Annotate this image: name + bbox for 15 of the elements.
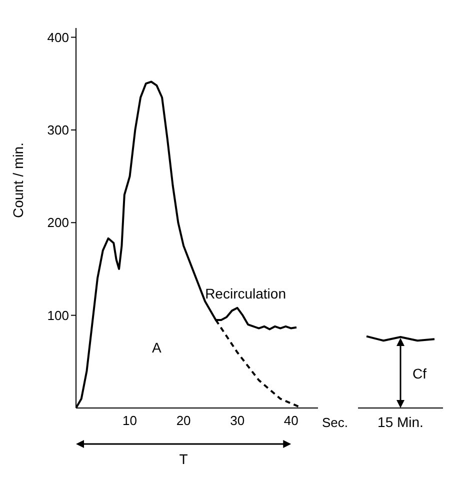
- y-tick-label: 200: [47, 215, 69, 230]
- annotation: Recirculation: [205, 286, 286, 302]
- x-axis-title: Sec.: [322, 415, 348, 430]
- y-axis-title: Count / min.: [10, 142, 26, 218]
- x-tick-label: 10: [122, 413, 138, 428]
- text: 15 Min.: [378, 414, 424, 430]
- y-tick-label: 400: [47, 30, 69, 45]
- y-tick-label: 300: [47, 122, 69, 138]
- y-tick-label: 100: [47, 308, 69, 323]
- x-tick-label: 20: [176, 413, 191, 428]
- x-tick-label: 30: [230, 413, 245, 428]
- text: T: [179, 451, 188, 467]
- x-tick-label: 40: [284, 413, 298, 428]
- annotation: Cf: [412, 366, 427, 382]
- annotation: A: [152, 339, 162, 356]
